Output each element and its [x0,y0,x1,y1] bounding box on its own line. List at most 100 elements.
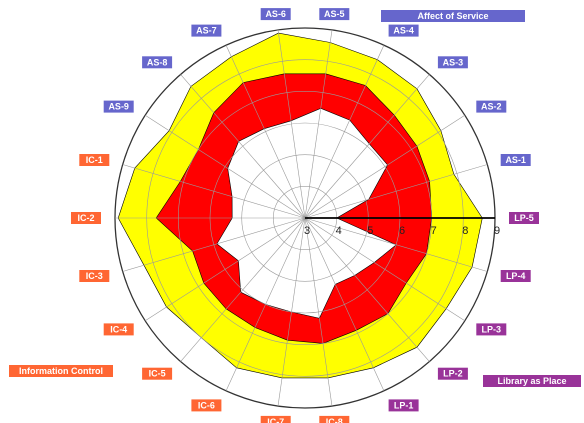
axis-label-text: LP-4 [506,271,526,281]
radar-grid [114,27,496,409]
axis-label-text: IC-1 [86,155,103,165]
axis-label-box [103,100,134,113]
grid-spoke [304,217,488,272]
axis-label-ic-4: IC-4 [103,323,134,336]
legend-box [381,10,525,22]
tick-label: 4 [336,225,342,237]
axis-label-box [319,8,350,21]
axis-label-box [260,415,291,423]
axis-label-text: AS-4 [393,26,414,36]
axis-label-box [500,154,531,166]
grid-spoke [304,45,385,219]
legend-label: Information Control [19,366,103,376]
axis-label-as-3: AS-3 [437,56,468,69]
tick-label: 7 [431,225,437,237]
legend-item: Library as Place [483,375,581,387]
axis-label-text: AS-2 [481,102,502,112]
axis-label-as-1: AS-1 [500,154,531,166]
axis-label-as-9: AS-9 [103,100,134,113]
axis-label-box [142,367,173,380]
axis-label-as-4: AS-4 [388,24,419,37]
axis-label-text: AS-7 [196,26,217,36]
grid-spoke [145,217,306,321]
axis-label-as-7: AS-7 [191,24,222,37]
axis-label-box [388,24,419,37]
axis-label-box [437,367,468,380]
grid-spoke [122,164,306,219]
axis-label-as-6: AS-6 [260,8,291,21]
tick-label: 9 [494,225,500,237]
axis-label-text: IC-7 [267,417,284,423]
axis-label-box [191,399,222,412]
axis-label-text: LP-2 [443,369,463,379]
tick-label: 5 [367,225,373,237]
axis-label-ic-7: IC-7 [260,415,291,423]
axis-label-box [71,212,101,224]
tick-label: 6 [399,225,405,237]
axis-label-box [476,100,507,113]
axis-label-box [191,24,222,37]
grid-spoke [304,164,488,219]
scale-ticks: 3 4 5 6 7 8 9 [304,225,500,237]
axis-label-text: IC-4 [110,324,127,334]
grid-spoke [122,217,306,272]
axis-label-text: AS-5 [324,9,345,19]
axis-label-text: IC-3 [86,271,103,281]
axis-label-box [476,323,507,336]
legend-label: Affect of Service [417,11,488,21]
tick-label: 8 [462,225,468,237]
axis-label-text: IC-8 [326,417,343,423]
axis-label-lp-4: LP-4 [500,270,531,282]
tick-label: 3 [304,225,310,237]
axis-label-text: AS-3 [443,57,464,67]
axis-label-box [388,399,419,412]
grid-spoke [180,217,306,362]
axis-label-text: AS-8 [147,57,168,67]
axis-label-text: IC-6 [198,400,215,410]
axis-label-text: IC-5 [149,369,166,379]
axis-label-box [79,154,110,166]
axis-label-lp-3: LP-3 [476,323,507,336]
axis-label-ic-1: IC-1 [79,154,110,166]
axis-label-box [509,212,539,224]
axis-labels: LP-5 AS-1 AS-2 AS-3 AS-4 AS-5 AS-6 AS-7 AS-8 AS-9… [71,8,539,423]
axis-label-box [500,270,531,282]
axis-label-as-8: AS-8 [142,56,173,69]
axis-label-box [260,8,291,21]
axis-label-lp-5: LP-5 [509,212,539,224]
axis-label-box [103,323,134,336]
grid-spoke [304,29,333,219]
axis-label-box [319,415,350,423]
axis-label-text: IC-2 [77,213,94,223]
axis-label-ic-8: IC-8 [319,415,350,423]
grid-spoke [304,217,430,362]
grid-spoke [277,217,306,407]
grid-spoke [180,74,306,219]
axis-label-text: AS-9 [108,102,129,112]
grid-spoke [225,217,306,391]
axis-label-as-5: AS-5 [319,8,350,21]
grid-spoke [277,29,306,219]
legend: Affect of Service Library as Place Informa… [9,10,581,387]
radar-bands [117,32,483,379]
axis-label-ic-5: IC-5 [142,367,173,380]
grid-spoke [304,217,385,391]
legend-item: Information Control [9,365,113,377]
legend-box [9,365,113,377]
legend-item: Affect of Service [381,10,525,22]
legend-box [483,375,581,387]
axis-label-ic-6: IC-6 [191,399,222,412]
axis-label-text: LP-1 [394,400,414,410]
axis-label-box [142,56,173,69]
legend-label: Library as Place [497,376,566,386]
grid-spoke [304,217,333,407]
axis-label-ic-3: IC-3 [79,270,110,282]
grid-spoke [304,217,465,321]
grid-spoke [145,115,306,219]
axis-label-box [79,270,110,282]
axis-label-ic-2: IC-2 [71,212,101,224]
axis-label-box [437,56,468,69]
axis-label-text: LP-5 [514,213,534,223]
axis-label-lp-2: LP-2 [437,367,468,380]
